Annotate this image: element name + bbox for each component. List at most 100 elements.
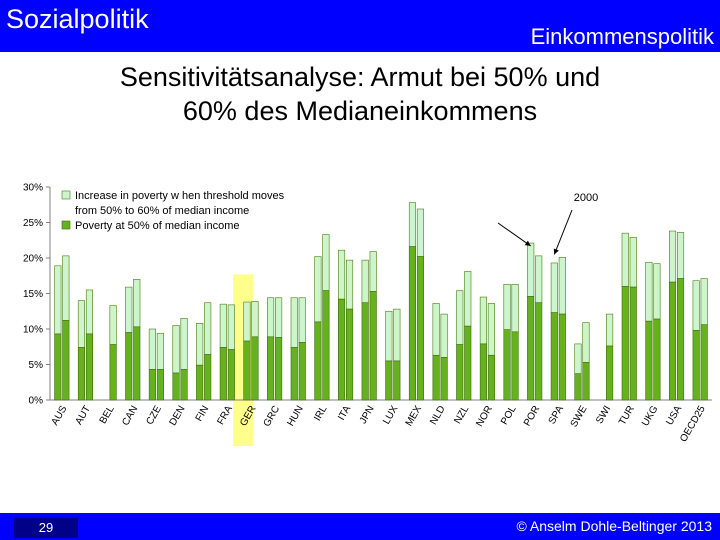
y-tick-label: 10% [23, 325, 43, 336]
annotation-arrow-0 [497, 222, 531, 247]
bar-increase-aut-0 [77, 300, 86, 348]
bar-poverty50-ukg-0 [645, 320, 653, 401]
legend-label-poverty50: Poverty at 50% of median income [75, 220, 239, 232]
bar-increase-fra-1 [227, 304, 235, 350]
bar-poverty50-mex-0 [408, 246, 417, 401]
bar-increase-oecd25-1 [700, 278, 708, 326]
bar-poverty50-grc-0 [267, 336, 275, 401]
bar-poverty50-nzl-0 [456, 344, 464, 401]
bar-increase-lux-1 [393, 308, 401, 362]
page-number: 29 [14, 518, 78, 538]
bar-poverty50-fra-0 [219, 347, 227, 401]
bar-poverty50-nzl-1 [464, 325, 472, 401]
legend-label-increase-line1: Increase in poverty w hen threshold move… [75, 190, 285, 202]
x-tick-label: TUR [617, 404, 637, 427]
x-tick-label: SWI [594, 404, 613, 426]
bar-poverty50-irl-0 [314, 321, 322, 401]
bar-poverty50-usa-0 [668, 281, 677, 401]
bar-poverty50-aus-0 [54, 333, 62, 401]
bar-poverty50-fra-1 [227, 349, 235, 401]
bar-poverty50-ita-0 [337, 298, 346, 401]
bar-increase-ukg-1 [653, 263, 661, 320]
y-tick-label: 20% [23, 254, 43, 265]
bar-poverty50-den-1 [180, 369, 188, 401]
bar-increase-aut-1 [85, 289, 94, 335]
x-tick-label: MEX [404, 404, 425, 429]
bar-increase-lux-0 [385, 310, 393, 362]
bar-increase-usa-0 [668, 230, 677, 283]
bar-poverty50-nor-0 [479, 343, 487, 401]
bar-poverty50-swi-1 [606, 345, 614, 401]
x-tick-label: FRA [215, 404, 235, 427]
y-tick-label: 5% [29, 360, 44, 371]
copyright-notice: © Anselm Dohle-Beltinger 2013 [516, 518, 712, 534]
bar-increase-por-0 [527, 242, 535, 297]
bar-increase-ita-0 [337, 249, 346, 300]
bar-increase-pol-1 [511, 283, 519, 333]
slide-title-line1: Sensitivitätsanalyse: Armut bei 50% und [119, 62, 601, 92]
bar-poverty50-irl-1 [322, 290, 330, 401]
y-tick-label: 0% [29, 396, 44, 407]
x-tick-label: LUX [381, 404, 400, 427]
bar-poverty50-ukg-1 [653, 318, 661, 401]
bar-increase-oecd25-0 [692, 280, 700, 331]
bar-poverty50-aut-0 [77, 347, 86, 401]
annotation-arrowhead-1 [553, 248, 559, 255]
bar-poverty50-nld-0 [432, 354, 440, 401]
x-tick-label: DEN [168, 404, 188, 428]
bar-poverty50-cze-0 [148, 369, 156, 401]
bar-increase-por-1 [535, 255, 543, 304]
bar-poverty50-ger-0 [243, 340, 251, 401]
bar-increase-fin-1 [204, 302, 212, 355]
bar-poverty50-bel-1 [109, 344, 117, 401]
bar-poverty50-cze-1 [156, 369, 164, 401]
bar-poverty50-spa-1 [558, 313, 566, 401]
bar-poverty50-por-0 [527, 296, 535, 401]
course-title: Sozialpolitik [6, 4, 149, 34]
bar-increase-bel-1 [109, 305, 117, 345]
y-tick-label: 25% [23, 218, 43, 229]
footer-bar [0, 513, 720, 540]
y-tick-label: 30% [23, 183, 43, 194]
bar-increase-nor-1 [487, 303, 495, 356]
bar-poverty50-oecd25-1 [700, 324, 708, 401]
bar-increase-swi-1 [606, 313, 614, 347]
bar-increase-nld-1 [440, 313, 448, 358]
bar-poverty50-nor-1 [487, 354, 495, 401]
bar-increase-fin-0 [196, 323, 204, 366]
bar-increase-spa-0 [550, 262, 558, 313]
legend-swatch-increase [61, 190, 71, 200]
x-tick-label: ITA [336, 404, 353, 423]
bar-poverty50-ger-1 [251, 336, 259, 401]
bar-poverty50-grc-1 [275, 337, 283, 401]
bar-increase-grc-0 [267, 297, 275, 338]
bar-increase-fra-0 [219, 303, 227, 348]
bar-increase-tur-1 [629, 237, 637, 288]
bar-poverty50-jpn-0 [361, 302, 369, 401]
x-tick-label: FIN [194, 404, 212, 423]
x-tick-label: NLD [428, 404, 448, 427]
bar-poverty50-pol-1 [511, 331, 519, 401]
x-tick-label: AUS [50, 404, 70, 428]
x-tick-label: NOR [474, 404, 495, 429]
bar-poverty50-hun-1 [298, 342, 306, 401]
bar-poverty50-swe-0 [574, 373, 582, 401]
bar-increase-swe-0 [574, 343, 582, 375]
slide-title: Sensitivitätsanalyse: Armut bei 50% und … [0, 60, 720, 128]
bar-increase-grc-1 [275, 297, 283, 338]
x-tick-label: JPN [358, 404, 377, 426]
x-tick-label: IRL [312, 404, 330, 423]
bar-increase-ger-0 [243, 301, 251, 342]
bar-increase-ukg-0 [645, 261, 653, 322]
x-tick-label: CAN [120, 404, 140, 428]
x-tick-label: USA [664, 404, 684, 428]
bar-increase-jpn-1 [369, 251, 377, 292]
bar-increase-nld-0 [432, 303, 440, 356]
bar-poverty50-aut-1 [85, 333, 94, 401]
bar-poverty50-spa-0 [550, 312, 558, 401]
bar-increase-spa-1 [558, 256, 566, 315]
x-tick-label: SPA [547, 404, 566, 426]
annotation-2000: 2000 [574, 192, 598, 204]
bar-increase-cze-1 [156, 332, 164, 370]
bar-poverty50-lux-0 [385, 360, 393, 401]
